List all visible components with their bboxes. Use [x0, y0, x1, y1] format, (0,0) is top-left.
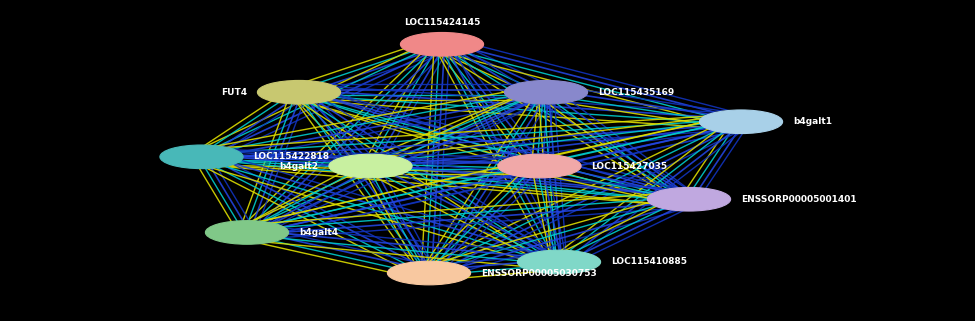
Circle shape — [647, 187, 730, 211]
Text: FUT4: FUT4 — [221, 88, 247, 97]
Circle shape — [160, 145, 243, 169]
Text: b4galt4: b4galt4 — [299, 228, 338, 237]
Circle shape — [329, 154, 412, 178]
Text: LOC115410885: LOC115410885 — [611, 257, 687, 266]
Circle shape — [498, 154, 581, 178]
Text: b4galt2: b4galt2 — [280, 161, 319, 170]
Circle shape — [699, 110, 783, 134]
Circle shape — [387, 261, 471, 285]
Text: LOC115435169: LOC115435169 — [598, 88, 675, 97]
Circle shape — [518, 250, 601, 274]
Circle shape — [206, 221, 289, 244]
Text: ENSSORP00005030753: ENSSORP00005030753 — [481, 269, 597, 278]
Circle shape — [504, 81, 588, 104]
Circle shape — [401, 32, 484, 56]
Text: LOC115427035: LOC115427035 — [592, 161, 668, 170]
Text: LOC115424145: LOC115424145 — [404, 18, 480, 27]
Text: ENSSORP00005001401: ENSSORP00005001401 — [741, 195, 857, 204]
Text: LOC115422818: LOC115422818 — [254, 152, 330, 161]
Text: b4galt1: b4galt1 — [793, 117, 832, 126]
Circle shape — [257, 81, 340, 104]
